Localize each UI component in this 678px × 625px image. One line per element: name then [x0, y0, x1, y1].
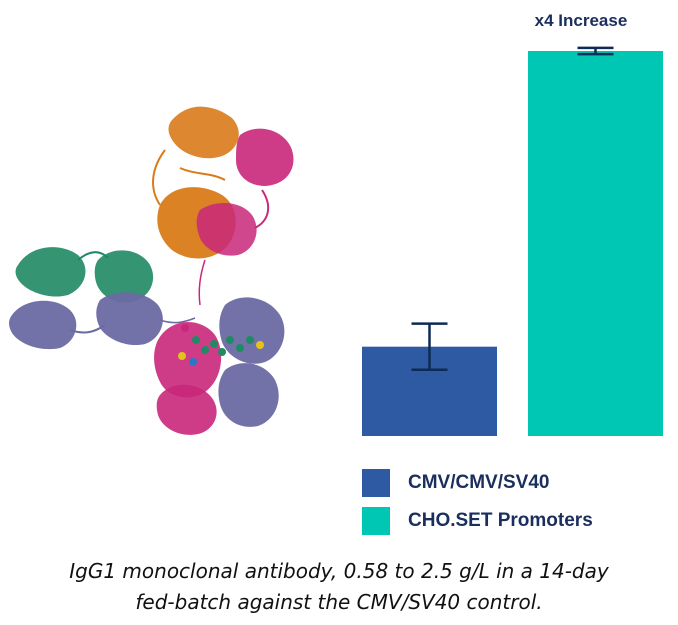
legend-swatch-control [362, 469, 390, 497]
error-bars-layer [411, 46, 614, 372]
error-bar-control [411, 322, 448, 372]
bar-treatment [528, 51, 663, 436]
bar-chart: x4 Increase [362, 11, 663, 436]
error-bar-treatment [577, 46, 614, 56]
fc-domain [154, 297, 285, 435]
caption-line-1: IgG1 monoclonal antibody, 0.58 to 2.5 g/… [69, 559, 609, 583]
fab-top-domain [152, 106, 294, 306]
legend-swatch-treatment [362, 507, 390, 535]
igg1-antibody-structure-icon [9, 106, 294, 435]
legend-label-control: CMV/CMV/SV40 [408, 472, 550, 493]
figure: x4 Increase [9, 11, 663, 436]
legend-label-treatment: CHO.SET Promoters [408, 510, 593, 531]
legend-item-control: CMV/CMV/SV40 [362, 468, 549, 498]
figure-caption: IgG1 monoclonal antibody, 0.58 to 2.5 g/… [0, 556, 678, 618]
caption-line-2: fed-batch against the CMV/SV40 control. [135, 590, 543, 614]
legend-item-treatment: CHO.SET Promoters [362, 506, 593, 536]
bars-layer [362, 51, 663, 436]
increase-annotation: x4 Increase [535, 11, 628, 30]
fab-left-domain [9, 247, 196, 350]
